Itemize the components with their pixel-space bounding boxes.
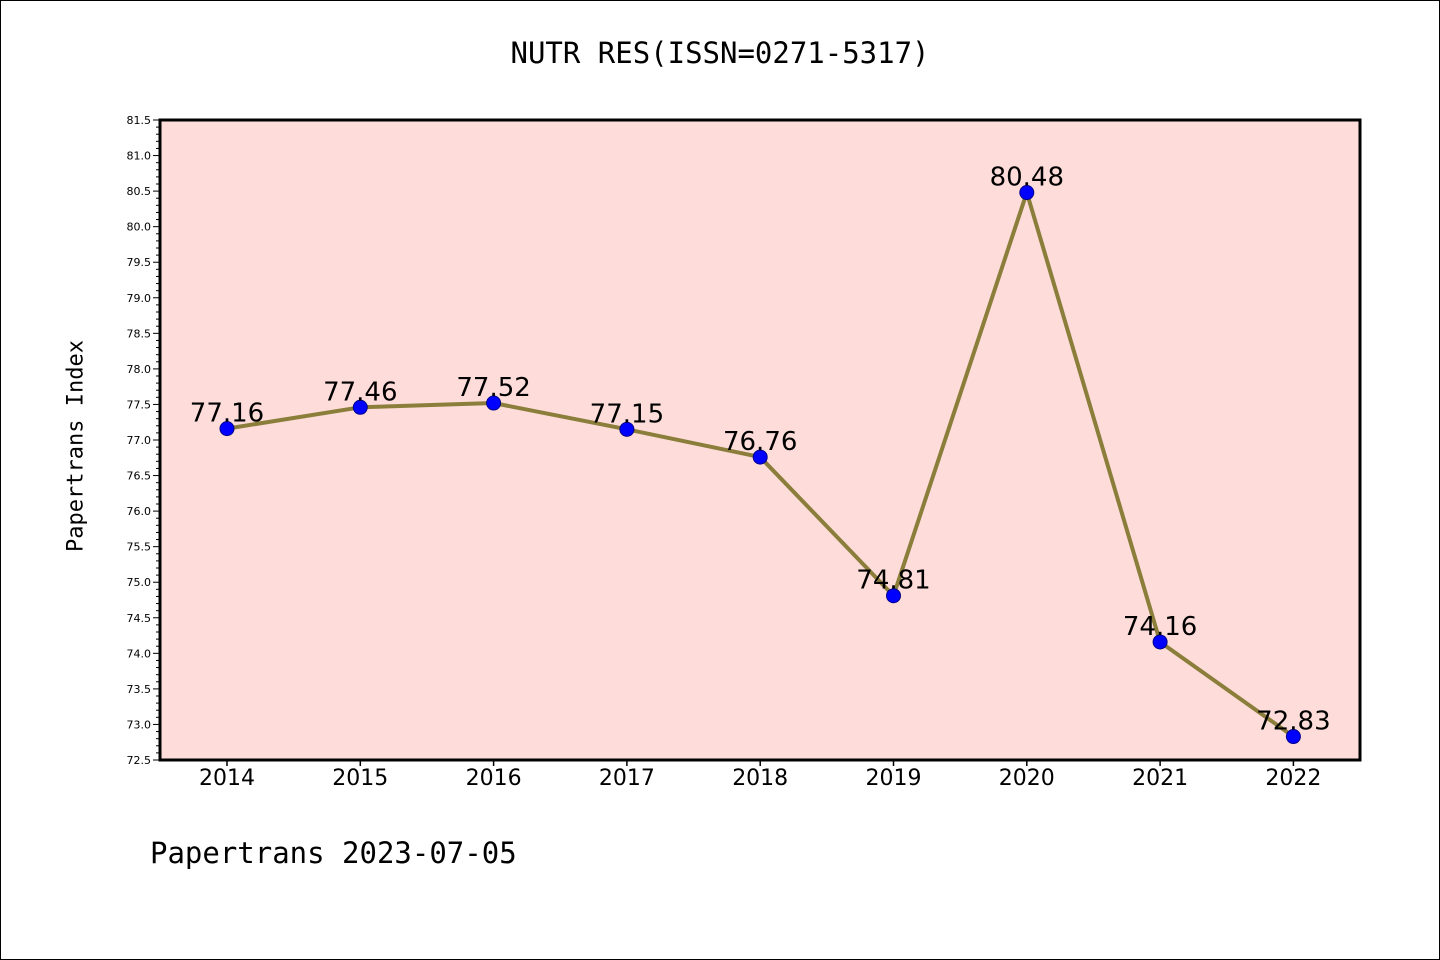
data-label: 77.46 [323,377,397,407]
data-label: 74.16 [1123,612,1197,642]
x-tick-label: 2018 [732,766,788,791]
y-tick-label: 77.5 [127,398,152,411]
chart-title: NUTR RES(ISSN=0271-5317) [510,36,930,70]
x-tick-label: 2020 [999,766,1055,791]
y-tick-label: 81.0 [127,150,152,163]
x-tick-label: 2022 [1265,766,1321,791]
x-tick-label: 2021 [1132,766,1188,791]
data-label: 72.83 [1256,707,1330,737]
y-tick-label: 76.0 [127,505,152,518]
y-tick-label: 79.5 [127,256,152,269]
y-tick-label: 73.0 [127,718,152,731]
footer-text: Papertrans 2023-07-05 [150,836,517,870]
data-point [886,588,901,604]
data-point [1019,185,1035,201]
y-tick-label: 81.5 [127,114,152,127]
data-label: 76.76 [723,427,797,457]
data-label: 77.52 [456,373,530,403]
data-point [219,421,235,437]
plot-border [158,118,1362,762]
y-tick-label: 77.0 [127,434,152,447]
plot-background [160,120,1360,760]
data-label: 80.48 [990,163,1064,193]
data-point [486,395,502,411]
x-tick-label: 2014 [199,766,255,791]
y-tick-label: 74.5 [127,612,152,625]
y-tick-label: 78.5 [127,327,152,340]
x-tick-label: 2019 [866,766,922,791]
data-point [352,399,368,415]
data-point [1152,634,1168,650]
y-tick-label: 80.5 [127,185,152,198]
y-tick-label: 76.5 [127,470,152,483]
x-tick-label: 2016 [466,766,522,791]
y-tick-label: 75.5 [127,541,152,554]
x-tick-label: 2017 [599,766,655,791]
data-label: 74.81 [856,566,930,596]
y-tick-label: 74.0 [127,647,152,660]
data-point [752,449,768,465]
y-tick-label: 73.5 [127,683,152,696]
data-label: 77.16 [190,399,264,429]
x-tick-label: 2015 [332,766,388,791]
y-tick-label: 75.0 [127,576,152,589]
y-tick-label: 80.0 [127,221,152,234]
y-tick-label: 72.5 [127,754,152,767]
data-label: 77.15 [590,399,664,429]
data-point [619,421,635,437]
y-tick-label: 79.0 [127,292,152,305]
y-tick-label: 78.0 [127,363,152,376]
data-point [1285,729,1301,745]
